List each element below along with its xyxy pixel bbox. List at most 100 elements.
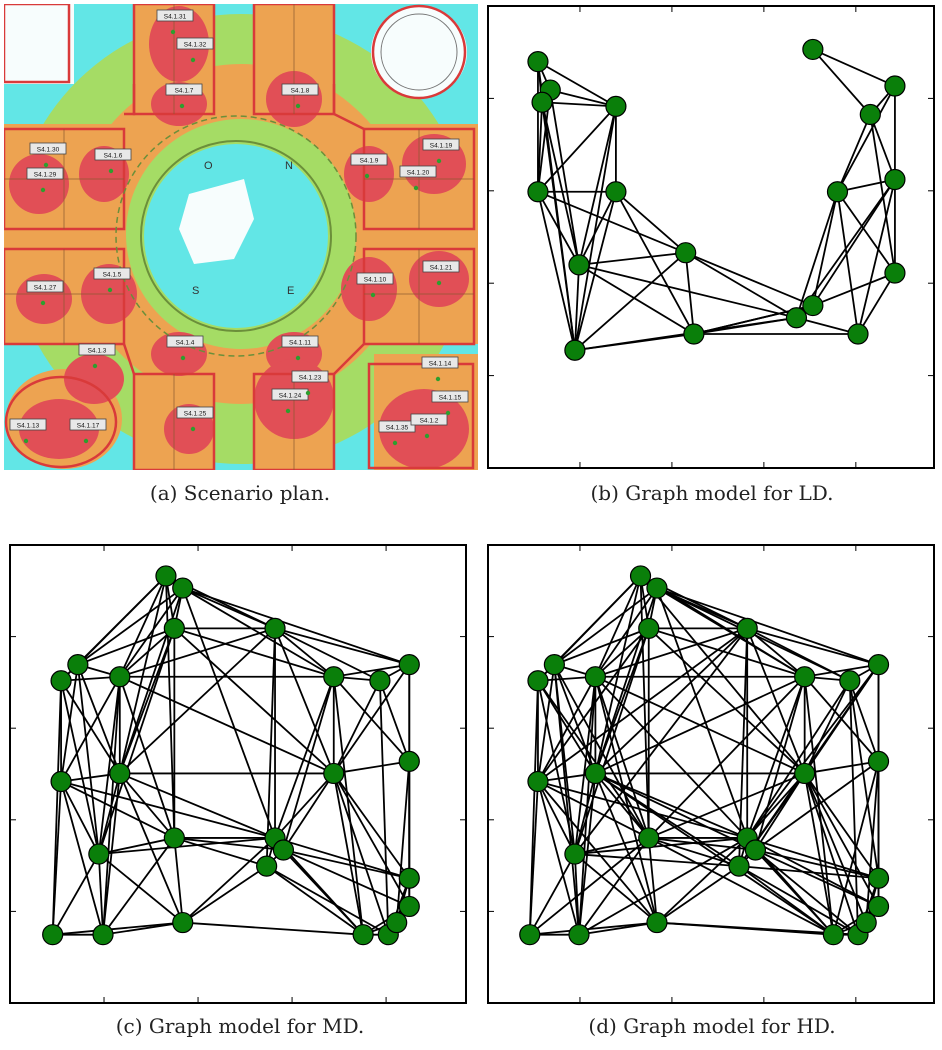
md-edge	[118, 628, 176, 774]
hd-edge	[594, 676, 658, 923]
md-edge	[181, 587, 276, 839]
ld-edge	[573, 106, 617, 351]
md-edge	[283, 849, 410, 880]
room-dividers	[4, 4, 474, 470]
tower-wall	[371, 4, 467, 100]
ld-edge	[573, 264, 580, 351]
hd-edge	[594, 627, 650, 678]
room-label: S4.1.3	[88, 348, 107, 355]
md-node	[155, 565, 177, 587]
md-edge	[119, 675, 335, 775]
room-label: S4.1.8	[291, 88, 310, 95]
access-points	[23, 29, 451, 446]
signal-zone	[4, 4, 74, 84]
hd-edge	[832, 761, 880, 935]
room-label-box	[350, 153, 388, 166]
hd-node	[629, 565, 652, 587]
ld-edge	[578, 264, 695, 335]
hd-edge	[595, 675, 806, 775]
signal-zone	[379, 389, 469, 469]
hd-node	[568, 924, 590, 946]
md-edge	[333, 664, 411, 774]
hd-edge	[746, 676, 806, 839]
hd-edge	[656, 837, 748, 924]
hd-edge	[594, 628, 650, 774]
room-label-box	[93, 267, 131, 280]
ld-edge	[574, 252, 687, 351]
hd-edge	[553, 664, 650, 839]
md-edge	[395, 761, 411, 923]
md-node	[323, 666, 345, 688]
hd-edge	[595, 772, 748, 839]
hd-edge	[738, 865, 879, 880]
hd-node	[822, 924, 844, 946]
hd-edge	[754, 676, 806, 851]
md-edge	[282, 772, 335, 851]
room-labels: S4.1.31 S4.1.32 S4.1.7 S4.1.8 S4.1.30 S4.1.6 S…	[9, 9, 469, 433]
ld-node	[675, 242, 697, 264]
ld-edge	[574, 191, 617, 351]
md-edge	[182, 837, 276, 924]
graph-ld	[487, 5, 935, 469]
md-edge	[60, 680, 121, 774]
ld-edge	[537, 102, 543, 192]
hd-edge	[594, 772, 834, 936]
hd-edge	[746, 627, 879, 666]
room-label-box	[176, 406, 214, 419]
room-label: S4.1.6	[104, 153, 123, 160]
md-edge	[266, 865, 389, 936]
access-point	[435, 376, 441, 382]
access-point	[295, 355, 301, 361]
md-edge	[119, 627, 276, 678]
hd-edge	[529, 837, 650, 936]
room-label: S4.1.7	[175, 88, 194, 95]
ld-edge	[836, 85, 896, 193]
room-label-box	[78, 343, 116, 356]
md-edge	[51, 853, 100, 936]
hd-edge	[803, 772, 880, 879]
room-label-box	[29, 142, 67, 155]
hd-edge	[595, 627, 748, 678]
md-node	[109, 666, 131, 688]
hd-edge	[554, 627, 650, 666]
ld-node	[605, 181, 627, 203]
hd-node	[584, 762, 606, 785]
hd-edge	[578, 773, 597, 935]
hd-node	[867, 654, 890, 676]
md-edge	[165, 575, 176, 838]
md-edge	[274, 837, 410, 880]
md-edge	[119, 772, 176, 839]
room-label: S4.1.4	[176, 340, 195, 347]
md-node	[272, 839, 295, 861]
access-point	[23, 438, 29, 444]
md-edge	[52, 921, 183, 936]
hd-edge	[528, 853, 576, 936]
md-edge	[60, 680, 100, 855]
ld-node	[564, 339, 586, 361]
access-point	[108, 168, 114, 174]
hd-node	[855, 911, 877, 934]
md-edge	[102, 921, 183, 936]
md-node	[88, 843, 110, 865]
hd-edge	[754, 760, 880, 851]
md-node	[172, 577, 194, 599]
room-label: S4.1.20	[407, 170, 430, 177]
room-label: S4.1.2	[420, 418, 439, 425]
hd-node	[867, 867, 890, 889]
md-edge	[182, 865, 268, 924]
md-node	[386, 911, 408, 934]
md-edge	[119, 627, 276, 775]
ld-edge	[537, 60, 617, 108]
room-label: S4.1.27	[34, 285, 57, 292]
hd-node	[867, 895, 890, 918]
md-edge	[98, 853, 184, 924]
room-label-box	[166, 335, 204, 348]
md-edge	[266, 865, 364, 936]
md-node	[172, 911, 194, 934]
ld-nodes	[527, 38, 906, 361]
hd-edge	[648, 772, 806, 839]
hd-nodes	[519, 565, 890, 946]
hd-edge	[848, 680, 880, 762]
ld-node	[884, 168, 906, 191]
